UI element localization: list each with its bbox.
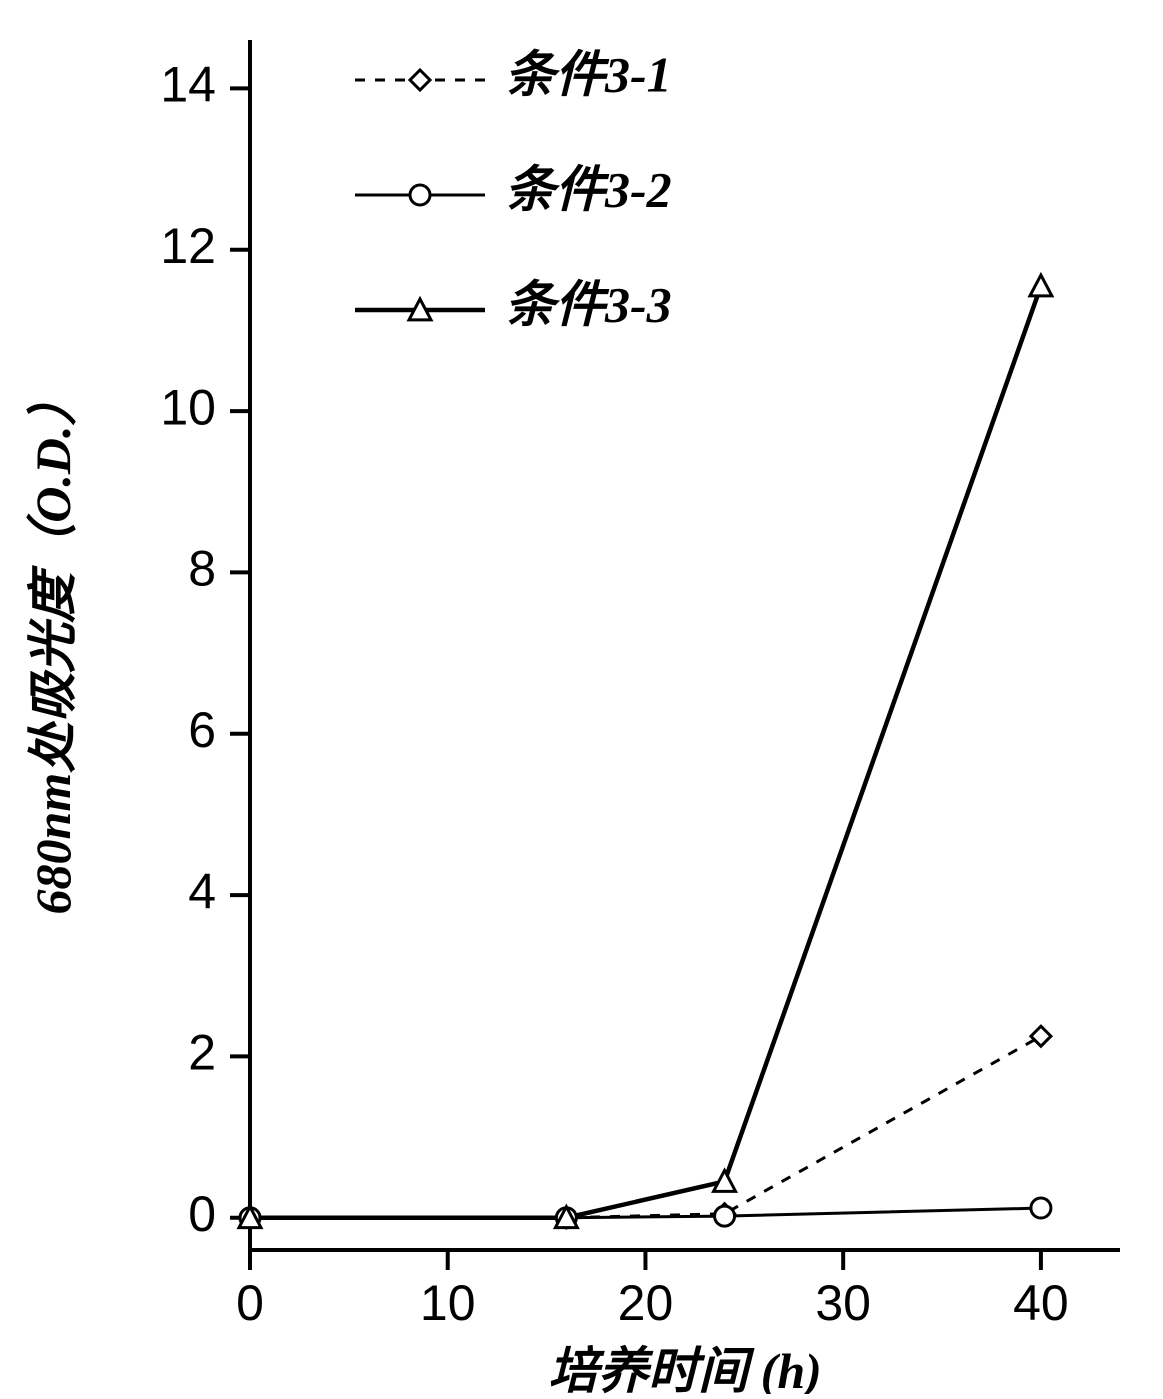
svg-text:0: 0 <box>188 1186 216 1242</box>
svg-text:条件3-1: 条件3-1 <box>505 46 672 102</box>
svg-text:680nm处吸光度（O.D.）: 680nm处吸光度（O.D.） <box>25 376 81 915</box>
svg-text:14: 14 <box>160 57 216 113</box>
svg-text:8: 8 <box>188 541 216 597</box>
line-chart: 0 2 4 6 8 10 12 14 0 10 20 30 40 培养时间 (h) 680nm处吸光度（O.… <box>0 0 1163 1399</box>
svg-text:条件3-2: 条件3-2 <box>505 161 672 217</box>
svg-text:2: 2 <box>188 1025 216 1081</box>
svg-text:4: 4 <box>188 863 216 919</box>
svg-text:10: 10 <box>160 379 216 435</box>
svg-text:条件3-3: 条件3-3 <box>505 276 672 332</box>
svg-text:12: 12 <box>160 218 216 274</box>
svg-text:0: 0 <box>236 1275 264 1331</box>
svg-text:6: 6 <box>188 702 216 758</box>
svg-text:20: 20 <box>618 1275 674 1331</box>
svg-text:培养时间 (h): 培养时间 (h) <box>548 1343 822 1394</box>
svg-text:30: 30 <box>815 1275 871 1331</box>
svg-text:40: 40 <box>1013 1275 1069 1331</box>
chart-svg: 0 2 4 6 8 10 12 14 0 10 20 30 40 培养时间 (h) 680nm处吸光度（O.… <box>0 0 1163 1394</box>
svg-text:10: 10 <box>420 1275 476 1331</box>
